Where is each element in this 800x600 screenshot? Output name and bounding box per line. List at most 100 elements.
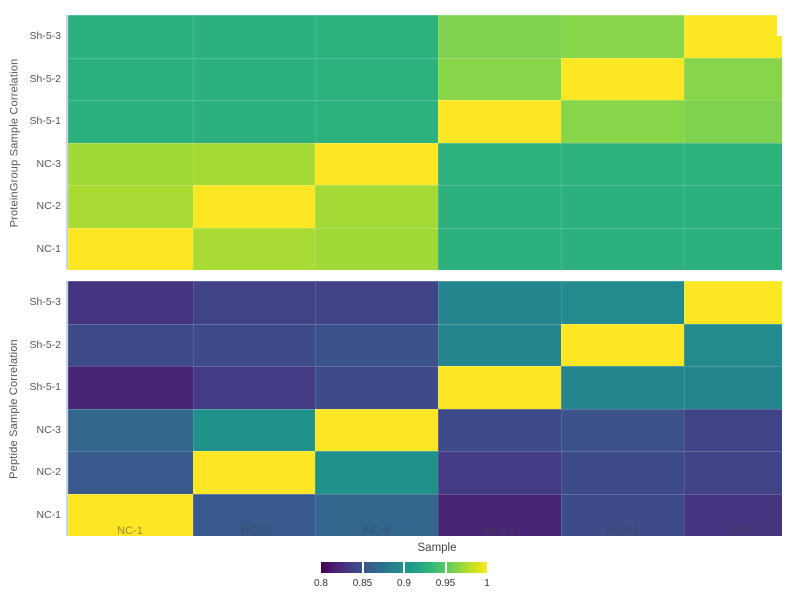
heatmap-grid-peptide[interactable] xyxy=(68,281,782,536)
y-tick-label: Sh-5-3 xyxy=(29,30,61,43)
heatmap-cell[interactable] xyxy=(193,451,315,494)
heatmap-cell[interactable] xyxy=(315,323,438,366)
heatmap-cell[interactable] xyxy=(193,15,315,58)
heatmap-cell[interactable] xyxy=(315,227,438,270)
heatmap-cell[interactable] xyxy=(68,281,193,324)
heatmap-cell[interactable] xyxy=(684,185,782,228)
heatmap-cell[interactable] xyxy=(68,57,193,100)
heatmap-cell[interactable] xyxy=(68,323,193,366)
heatmap-cell[interactable] xyxy=(438,366,561,409)
heatmap-cell[interactable] xyxy=(315,15,438,58)
heatmap-cell[interactable] xyxy=(684,100,782,143)
x-tick-label: Sh-5-1 xyxy=(482,525,517,537)
heatmap-cell[interactable] xyxy=(438,57,561,100)
heatmap-cell[interactable] xyxy=(315,281,438,324)
heatmap-cell[interactable] xyxy=(315,493,438,536)
heatmap-cell[interactable] xyxy=(561,493,684,536)
heatmap-cell[interactable] xyxy=(684,15,782,58)
heatmap-cell[interactable] xyxy=(561,15,684,58)
heatmap-cell[interactable] xyxy=(438,451,561,494)
x-tick-label: NC-3 xyxy=(363,525,390,537)
heatmap-cell[interactable] xyxy=(684,451,782,494)
y-tick-label: NC-1 xyxy=(36,242,61,255)
heatmap-cell[interactable] xyxy=(561,451,684,494)
heatmap-cell[interactable] xyxy=(193,57,315,100)
heatmap-cell[interactable] xyxy=(193,100,315,143)
heatmap-cell[interactable] xyxy=(684,366,782,409)
heatmap-cell[interactable] xyxy=(315,451,438,494)
colorbar-tick-line xyxy=(361,562,364,573)
heatmap-cell[interactable] xyxy=(193,493,315,536)
y-tick-label: Sh-5-2 xyxy=(29,72,61,85)
colorbar-tick-label: 1 xyxy=(484,578,490,589)
heatmap-cell[interactable] xyxy=(438,142,561,185)
y-tick-label: NC-2 xyxy=(36,200,61,213)
heatmap-cell[interactable] xyxy=(68,408,193,451)
heatmap-cell[interactable] xyxy=(438,15,561,58)
heatmap-cell[interactable] xyxy=(193,408,315,451)
heatmap-cell[interactable] xyxy=(684,281,782,324)
heatmap-cell[interactable] xyxy=(68,366,193,409)
heatmap-cell[interactable] xyxy=(561,366,684,409)
heatmap-cell[interactable] xyxy=(68,451,193,494)
y-tick-label: Sh-5-1 xyxy=(29,381,61,394)
heatmap-cell[interactable] xyxy=(438,493,561,536)
heatmap-cell[interactable] xyxy=(315,408,438,451)
heatmap-cell[interactable] xyxy=(561,408,684,451)
y-axis-title-peptide-text: Peptide Sample Correlation xyxy=(8,338,21,479)
heatmap-cell[interactable] xyxy=(684,227,782,270)
y-tick-label: NC-3 xyxy=(36,157,61,170)
y-tick-label: NC-2 xyxy=(36,466,61,479)
heatmap-cell[interactable] xyxy=(193,142,315,185)
heatmap-cell[interactable] xyxy=(68,185,193,228)
heatmap-cell[interactable] xyxy=(438,408,561,451)
heatmap-cell[interactable] xyxy=(68,493,193,536)
x-axis-title: Sample xyxy=(417,542,457,554)
heatmap-cell[interactable] xyxy=(561,142,684,185)
heatmap-cell[interactable] xyxy=(684,408,782,451)
heatmap-cell[interactable] xyxy=(68,100,193,143)
heatmap-cell[interactable] xyxy=(561,227,684,270)
colorbar-tick-label: 0.8 xyxy=(314,578,328,589)
y-axis-title-proteingroup: ProteinGroup Sample Correlation xyxy=(0,15,28,270)
heatmap-cell[interactable] xyxy=(684,57,782,100)
heatmap-cell[interactable] xyxy=(193,185,315,228)
y-axis-line-top xyxy=(66,15,68,270)
heatmap-cell[interactable] xyxy=(561,323,684,366)
colorbar-tick-line xyxy=(403,562,405,573)
x-tick-label: Sh-5-2 xyxy=(605,525,640,537)
heatmap-cell[interactable] xyxy=(438,227,561,270)
heatmap-cell[interactable] xyxy=(193,281,315,324)
heatmap-cell[interactable] xyxy=(438,323,561,366)
heatmap-cell[interactable] xyxy=(684,323,782,366)
heatmap-cell[interactable] xyxy=(438,185,561,228)
y-tick-label: Sh-5-1 xyxy=(29,115,61,128)
heatmap-cell[interactable] xyxy=(561,185,684,228)
heatmap-cell[interactable] xyxy=(68,227,193,270)
heatmap-cell[interactable] xyxy=(438,281,561,324)
x-tick-label: Sh-5-3 xyxy=(728,525,762,537)
y-axis-line-bottom xyxy=(66,281,68,536)
heatmap-cell[interactable] xyxy=(438,100,561,143)
white-overlay xyxy=(777,15,800,36)
heatmap-cell[interactable] xyxy=(684,142,782,185)
heatmap-cell[interactable] xyxy=(193,227,315,270)
heatmap-cell[interactable] xyxy=(315,57,438,100)
heatmap-grid-proteingroup[interactable] xyxy=(68,15,782,270)
heatmap-cell[interactable] xyxy=(193,366,315,409)
heatmap-cell[interactable] xyxy=(315,100,438,143)
heatmap-cell[interactable] xyxy=(68,15,193,58)
heatmap-cell[interactable] xyxy=(315,142,438,185)
heatmap-cell[interactable] xyxy=(561,100,684,143)
heatmap-cell[interactable] xyxy=(193,323,315,366)
heatmap-cell[interactable] xyxy=(315,366,438,409)
heatmap-cell[interactable] xyxy=(561,57,684,100)
heatmap-cell[interactable] xyxy=(315,185,438,228)
heatmap-peptide-panel[interactable] xyxy=(68,281,782,536)
heatmap-proteingroup-panel[interactable] xyxy=(68,15,782,270)
heatmap-cell[interactable] xyxy=(68,142,193,185)
heatmap-cell[interactable] xyxy=(684,493,782,536)
heatmap-cell[interactable] xyxy=(561,281,684,324)
colorbar-gradient xyxy=(321,562,487,573)
